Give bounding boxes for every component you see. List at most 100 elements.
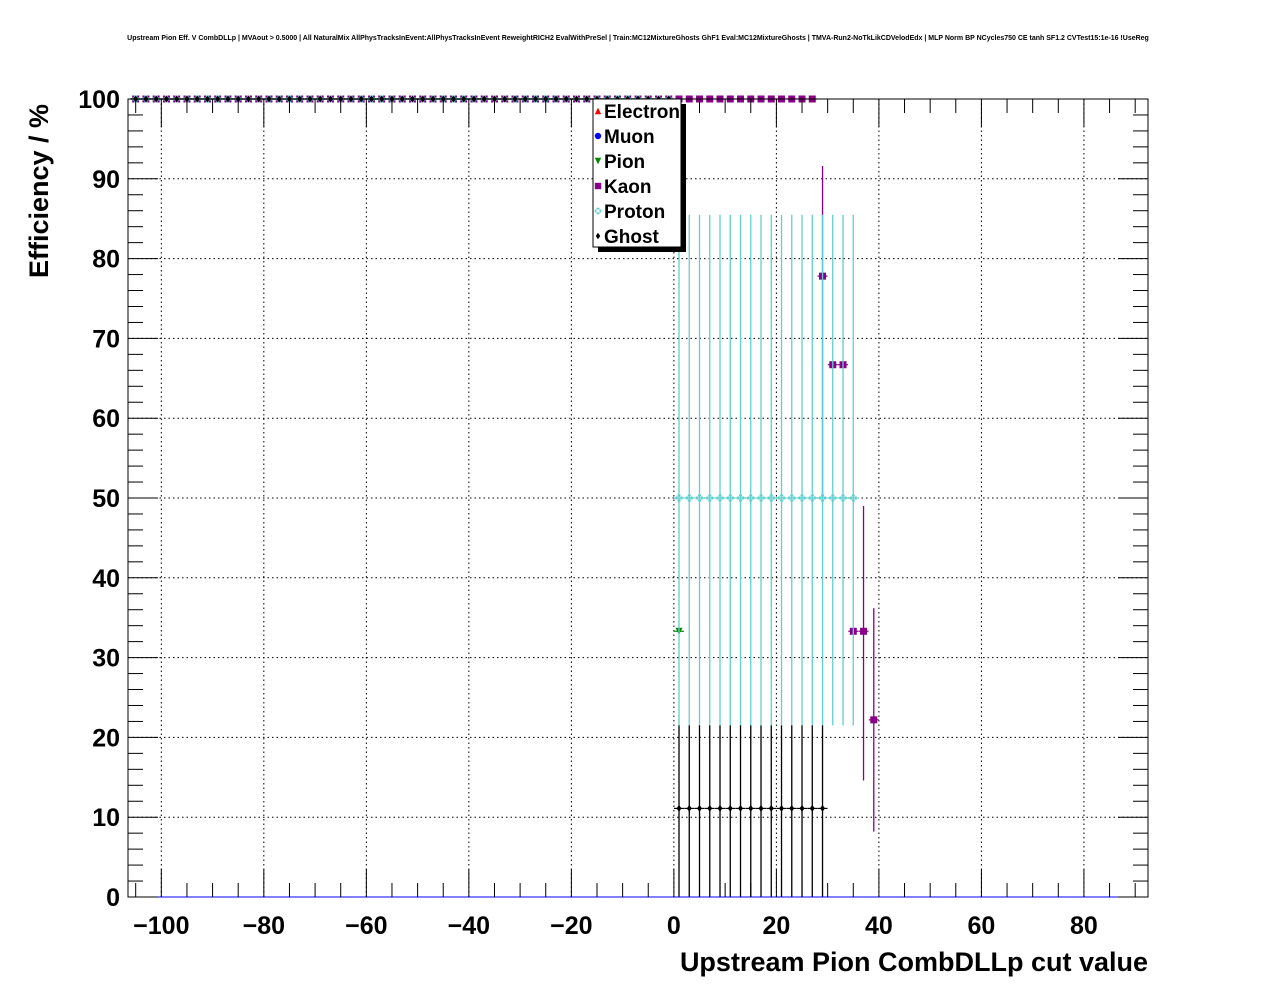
marker-diamond [676, 804, 682, 812]
data-point-proton [766, 214, 777, 726]
data-point-proton [715, 214, 726, 726]
chart-title: Upstream Pion Eff. V CombDLLp | MVAout >… [127, 35, 1149, 42]
data-point-proton [745, 214, 756, 726]
x-tick-label: 80 [1070, 912, 1098, 940]
marker-diamond [686, 804, 692, 812]
y-tick-label: 50 [92, 485, 120, 513]
x-tick-label: 20 [762, 912, 790, 940]
data-point-kaon [858, 505, 869, 781]
marker-cross [747, 494, 755, 502]
data-point-ghost [694, 725, 705, 897]
data-point-ghost [715, 725, 726, 897]
legend-item-pion: Pion [594, 152, 645, 173]
data-point-proton [817, 214, 828, 726]
y-tick-label: 70 [92, 325, 120, 353]
marker-square [870, 716, 878, 724]
marker-cross [767, 494, 775, 502]
data-point-ghost [745, 725, 756, 897]
x-tick-label: 0 [667, 912, 681, 940]
marker-cross [849, 494, 857, 502]
data-point-ghost [807, 725, 818, 897]
legend-label: Kaon [604, 177, 652, 198]
marker-cross [808, 494, 816, 502]
marker-cross [726, 494, 734, 502]
x-axis-label: Upstream Pion CombDLLp cut value [680, 947, 1148, 977]
marker-diamond [789, 804, 795, 812]
data-point-ghost [704, 725, 715, 897]
marker-cross [594, 207, 602, 215]
legend: Electron Muon Pion Kaon Proton Ghost [592, 98, 686, 252]
legend-label: Muon [604, 127, 655, 148]
marker-triangle-up [594, 107, 602, 115]
data-point-proton [674, 214, 685, 726]
marker-diamond [748, 804, 754, 812]
marker-circle [594, 132, 602, 140]
legend-item-proton: Proton [594, 202, 665, 223]
marker-diamond [707, 804, 713, 812]
data-point-ghost [797, 725, 808, 897]
y-tick-label: 0 [106, 884, 120, 912]
marker-cross [685, 494, 693, 502]
data-point-ghost [725, 725, 736, 897]
data-point-proton [838, 214, 849, 726]
x-tick-label: −20 [550, 912, 592, 940]
y-tick-label: 60 [92, 405, 120, 433]
data-point-proton [827, 214, 838, 726]
legend-item-muon: Muon [594, 127, 655, 148]
data-point-proton [786, 214, 797, 726]
legend-label: Pion [604, 152, 645, 173]
y-tick-label: 20 [92, 724, 120, 752]
data-point-ghost [674, 725, 685, 897]
marker-cross [716, 494, 724, 502]
legend-box [592, 98, 682, 248]
legend-item-ghost: Ghost [595, 227, 660, 248]
data-point-ghost [684, 725, 695, 897]
marker-cross [737, 494, 745, 502]
y-tick-label: 80 [92, 246, 120, 274]
data-point-proton [848, 214, 859, 726]
marker-diamond [717, 804, 723, 812]
legend-item-electron: Electron [594, 102, 680, 123]
y-tick-label: 100 [78, 86, 120, 114]
marker-diamond [799, 804, 805, 812]
marker-diamond [779, 804, 784, 812]
data-point-ghost [735, 725, 746, 897]
data-point-proton [735, 214, 746, 726]
marker-diamond [768, 804, 774, 812]
marker-cross [798, 494, 806, 502]
data-point-ghost [817, 725, 828, 897]
data-point-ghost [766, 725, 777, 897]
marker-cross [757, 494, 765, 502]
data-point-ghost [756, 725, 767, 897]
marker-cross [675, 494, 683, 502]
legend-label: Electron [604, 102, 680, 123]
data-point-proton [797, 214, 808, 726]
data-point-proton [694, 214, 705, 726]
x-tick-label: −40 [448, 912, 490, 940]
marker-cross [819, 494, 827, 502]
marker-square [860, 627, 868, 635]
marker-cross [839, 494, 847, 502]
marker-square [594, 182, 602, 190]
marker-diamond [595, 232, 601, 240]
y-tick-label: 40 [92, 565, 120, 593]
marker-cross [788, 494, 796, 502]
y-axis-label: Efficiency / % [24, 104, 54, 278]
marker-triangle-down [594, 157, 602, 165]
y-tick-label: 30 [92, 645, 120, 673]
marker-diamond [809, 804, 815, 812]
data-point-proton [684, 214, 695, 726]
marker-diamond [758, 804, 764, 812]
x-tick-label: −100 [133, 912, 189, 940]
marker-cross [778, 494, 786, 502]
data-point-ghost [786, 725, 797, 897]
axis-ticks [128, 98, 1148, 898]
legend-label: Proton [604, 202, 665, 223]
y-tick-label: 90 [92, 166, 120, 194]
data-point-proton [807, 214, 818, 726]
marker-cross [706, 494, 714, 502]
marker-diamond [738, 804, 743, 812]
marker-diamond [697, 804, 702, 812]
y-tick-label: 10 [92, 804, 120, 832]
